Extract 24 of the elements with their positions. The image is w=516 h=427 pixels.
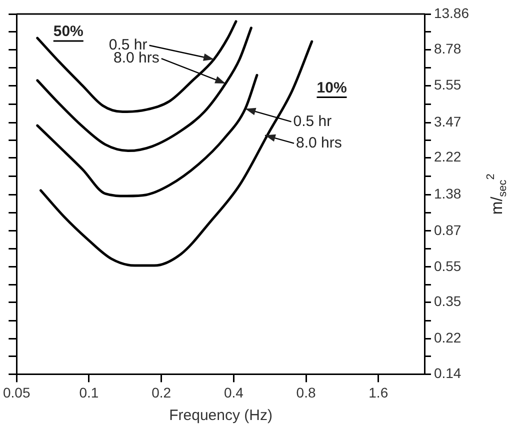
annotation: 10%	[316, 79, 347, 96]
annotation: 8.0 hrs	[296, 134, 342, 152]
x-tick-label: 1.6	[368, 384, 388, 400]
x-tick-label: 0.8	[296, 384, 316, 400]
x-tick-label: 0.1	[79, 384, 99, 400]
y-tick-label: 2.22	[434, 148, 462, 164]
x-axis-title: Frequency (Hz)	[169, 407, 272, 424]
y-axis-title: m/sec2	[485, 174, 509, 215]
x-tick-label: 0.2	[152, 384, 172, 400]
y-tick-label: 3.47	[434, 113, 462, 130]
y-tick-label: 0.22	[434, 330, 462, 346]
y-tick-label: 0.35	[434, 293, 462, 310]
y-tick-label: 0.14	[434, 365, 462, 382]
y-tick-label: 13.86	[434, 4, 470, 21]
x-tick-label: 0.4	[224, 384, 244, 400]
y-tick-label: 0.87	[434, 222, 462, 238]
y-tick-label: 1.38	[434, 186, 462, 202]
annotation: 0.5 hr	[293, 112, 332, 130]
x-tick-label: 0.05	[3, 384, 30, 400]
annotation: 50%	[53, 23, 84, 40]
y-tick-label: 5.55	[434, 76, 462, 93]
annotation: 8.0 hrs	[114, 50, 160, 67]
y-tick-label: 8.78	[434, 40, 462, 57]
y-tick-label: 0.55	[434, 258, 462, 274]
